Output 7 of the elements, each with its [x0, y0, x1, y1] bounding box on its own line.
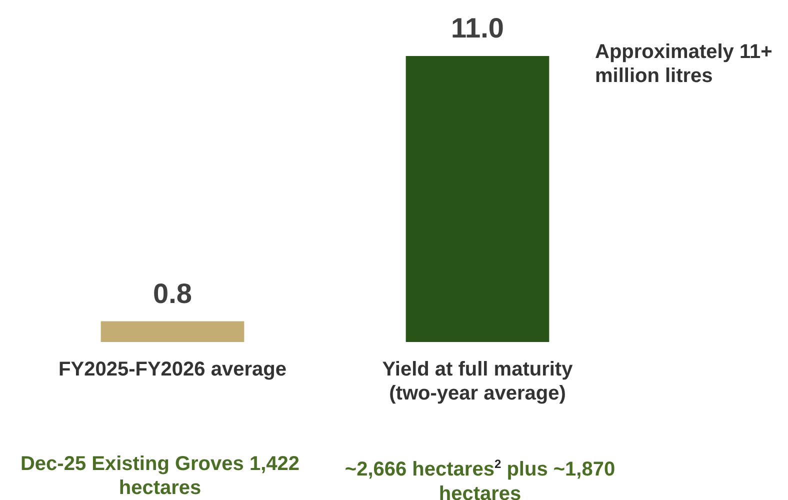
- x-tick-label: FY2025-FY2026 average: [58, 358, 286, 381]
- text: Dec-25 Existing Groves 1,422 hectares: [19, 452, 301, 500]
- text: ~2,666 hectares$^{2}$ plus ~1,870 hectares: [344, 456, 616, 500]
- annotation: Approximately 11+ million litres: [595, 40, 774, 88]
- data-label: 11.0: [451, 12, 504, 44]
- x-tick-label: Yield at full maturity (two-year average): [382, 358, 574, 405]
- data-label: 0.8: [153, 278, 192, 309]
